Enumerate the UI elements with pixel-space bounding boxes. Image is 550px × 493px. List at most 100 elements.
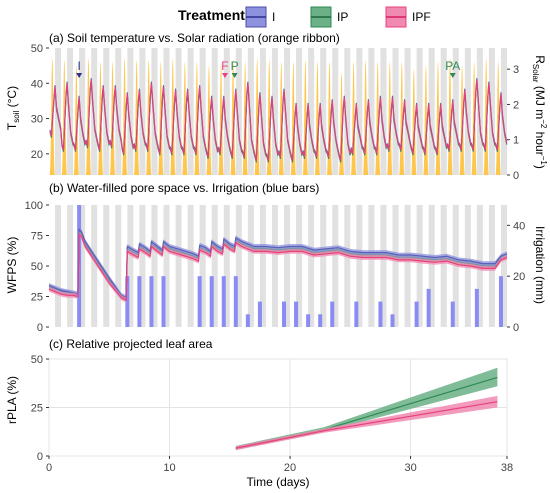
irrigation-bar — [137, 276, 142, 327]
legend: Treatment I IP IPF — [178, 6, 431, 28]
wfps-line-i — [48, 227, 508, 299]
panel-c-x-tick-label: 10 — [163, 462, 175, 474]
panel-b-night-band — [235, 205, 242, 327]
panel-a: (a) Soil temperature vs. Solar radiation… — [5, 31, 548, 182]
panel-a-night-band — [404, 48, 411, 175]
panel-c-y-tick-label: 0 — [37, 451, 43, 463]
panel-a-tsoil-lines — [49, 78, 508, 163]
panel-b-y2-tick-label: 0 — [513, 322, 519, 334]
panel-b-y2-tick-label: 40 — [513, 220, 525, 232]
irrigation-bar — [282, 301, 287, 327]
panel-b-night-band — [428, 205, 435, 327]
panel-b-night-band — [308, 205, 315, 327]
panel-a-night-band — [344, 48, 351, 175]
event-marker-arrow — [449, 73, 456, 78]
panel-a-night-band — [440, 48, 447, 175]
event-marker-arrow — [231, 73, 238, 78]
panel-a-y-axis: 20 30 40 50 — [31, 43, 49, 161]
panel-b-night-band — [356, 205, 363, 327]
panel-a-night-band — [223, 48, 230, 175]
solar-radiation-day — [338, 72, 345, 175]
panel-a-night-band — [127, 48, 134, 175]
panel-b-night-band — [223, 205, 230, 327]
panel-c-x-tick-label: 30 — [404, 462, 416, 474]
panel-a-night-band — [55, 48, 62, 175]
panel-a-night-band — [428, 48, 435, 175]
panel-a-night-band — [151, 48, 158, 175]
panel-c-x-label: Time (days) — [247, 475, 310, 489]
irrigation-bar — [221, 276, 226, 327]
panel-b-night-band — [320, 205, 327, 327]
legend-label-ipf: IPF — [412, 10, 431, 24]
solar-radiation-day — [170, 58, 176, 176]
panel-a-night-band — [187, 48, 194, 175]
solar-radiation-day — [411, 69, 417, 175]
panel-b-night-band — [296, 205, 303, 327]
solar-radiation-day — [314, 62, 321, 175]
solar-radiation-day — [423, 65, 429, 175]
panel-a-night-band — [464, 48, 471, 175]
irrigation-bar — [77, 205, 82, 327]
panel-a-night-band — [320, 48, 327, 175]
solar-radiation-day — [459, 65, 465, 175]
panel-b-title: (b) Water-filled pore space vs. Irrigati… — [49, 181, 319, 195]
panel-b: (b) Water-filled pore space vs. Irrigati… — [5, 181, 547, 334]
panel-a-night-band — [271, 48, 278, 175]
panel-a-y2-tick-label: 2 — [513, 99, 519, 111]
panel-a-night-band — [416, 48, 423, 175]
legend-label-i: I — [272, 10, 275, 24]
panel-a-night-band — [139, 48, 146, 175]
irrigation-bar — [245, 314, 250, 327]
panel-a-night-band — [476, 48, 483, 175]
solar-radiation-day — [146, 60, 152, 175]
solar-radiation-day — [182, 62, 188, 175]
panel-b-y-tick-label: 100 — [25, 200, 43, 212]
panel-a-night-band — [115, 48, 122, 175]
irrigation-bar — [257, 301, 262, 327]
panel-a-y-tick-label: 50 — [31, 43, 43, 55]
panel-b-wfps-lines — [48, 227, 508, 303]
rpla-line-ipf — [235, 401, 498, 449]
irrigation-bar — [474, 288, 479, 327]
panel-b-night-band — [163, 205, 170, 327]
legend-title: Treatment — [178, 7, 245, 23]
panel-a-night-band — [500, 48, 507, 175]
panel-c-title: (c) Relative projected leaf area — [49, 337, 213, 351]
panel-b-night-band — [139, 205, 146, 327]
irrigation-bar — [450, 301, 455, 327]
panel-b-night-band — [392, 205, 399, 327]
panel-a-y2-axis: 0 1 2 3 — [507, 64, 519, 182]
panel-c-y-label: rPLA (%) — [5, 376, 19, 424]
tsoil-line-ipf — [49, 79, 508, 162]
irrigation-bar — [125, 276, 130, 327]
irrigation-bar — [318, 314, 323, 327]
panel-a-y2-tick-label: 0 — [513, 170, 519, 182]
panel-b-night-band — [259, 205, 266, 327]
irrigation-bar — [161, 276, 166, 327]
panel-b-night-band — [67, 205, 74, 327]
panel-a-night-band — [259, 48, 266, 175]
solar-radiation-day — [61, 60, 68, 175]
panel-a-night-band — [247, 48, 254, 175]
panel-a-night-band — [296, 48, 303, 175]
panel-b-night-band — [416, 205, 423, 327]
panel-b-y-label: WFPS (%) — [5, 237, 19, 294]
panel-b-night-band — [211, 205, 218, 327]
event-marker-label: F — [221, 59, 228, 73]
solar-radiation-day — [121, 58, 128, 176]
panel-b-night-band — [55, 205, 62, 327]
irrigation-bar — [197, 276, 202, 327]
panel-a-y-tick-label: 20 — [31, 149, 43, 161]
panel-a-night-band — [356, 48, 363, 175]
panel-a-y-tick-label: 40 — [31, 78, 43, 90]
solar-radiation-day — [302, 60, 309, 175]
panel-b-y-axis: 0 25 50 75 100 — [25, 200, 49, 334]
solar-radiation-day — [133, 60, 140, 175]
panel-b-y2-tick-label: 20 — [513, 271, 525, 283]
panel-b-night-band — [380, 205, 387, 327]
panel-a-night-bands — [55, 48, 507, 175]
panel-b-y2-axis: 0 20 40 — [507, 220, 525, 334]
solar-radiation-day — [218, 63, 224, 175]
panel-a-night-band — [380, 48, 387, 175]
